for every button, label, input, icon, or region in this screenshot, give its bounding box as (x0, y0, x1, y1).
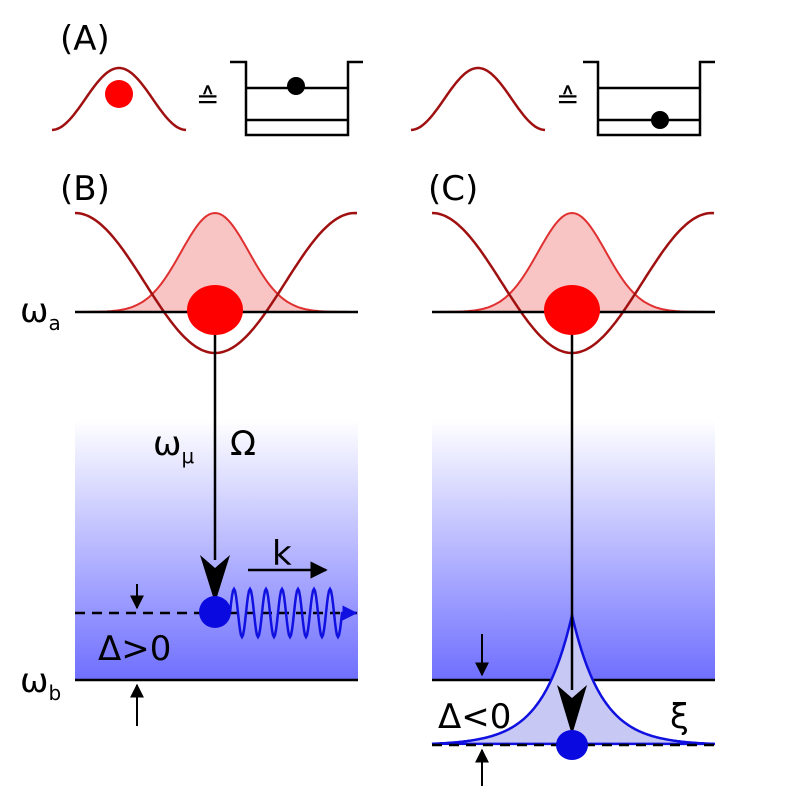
wavefunction (75, 211, 357, 313)
panel-a: (A) ≙ ≙ (51, 19, 715, 137)
panel-c: (C) Δ<0 ξ (428, 169, 716, 786)
potential-well (410, 66, 546, 132)
excitation (651, 111, 669, 129)
bound-photon (199, 596, 231, 628)
arrowhead (557, 685, 587, 735)
panel-label: (C) (428, 169, 478, 209)
symbol: ω (20, 661, 48, 701)
decay-length-label: ξ (670, 697, 689, 737)
continuum-band (75, 420, 358, 680)
panel-label: (B) (60, 169, 110, 209)
panel-label: (A) (60, 19, 110, 59)
symbol: ω (153, 424, 181, 464)
subscript: a (48, 311, 60, 335)
box-levels (230, 60, 363, 137)
panel-b: (B) ωa ωμ Ω k Δ>0 ωb (20, 169, 358, 726)
subscript: μ (181, 444, 194, 468)
excitation (287, 77, 305, 95)
bound-state-profile (431, 614, 716, 746)
lower-level-label: ωb (20, 661, 61, 705)
atom (187, 285, 243, 335)
arrowhead (200, 555, 230, 603)
k-label: k (272, 534, 292, 574)
symbol: ω (20, 291, 48, 331)
equivalence-symbol: ≙ (196, 82, 219, 115)
wavefunction (432, 211, 714, 313)
emitted-wave (228, 586, 358, 640)
atom (544, 285, 600, 335)
atom (105, 80, 133, 108)
detuning-label: Δ>0 (98, 629, 171, 669)
equivalence-symbol: ≙ (556, 82, 579, 115)
transition-label: ωμ (153, 424, 194, 468)
rabi-label: Ω (230, 424, 256, 464)
box-levels (583, 60, 715, 137)
potential-well (51, 66, 187, 132)
upper-level-label: ωa (20, 291, 61, 335)
subscript: b (48, 681, 61, 705)
bound-photon (556, 730, 588, 760)
detuning-label: Δ<0 (438, 697, 511, 737)
